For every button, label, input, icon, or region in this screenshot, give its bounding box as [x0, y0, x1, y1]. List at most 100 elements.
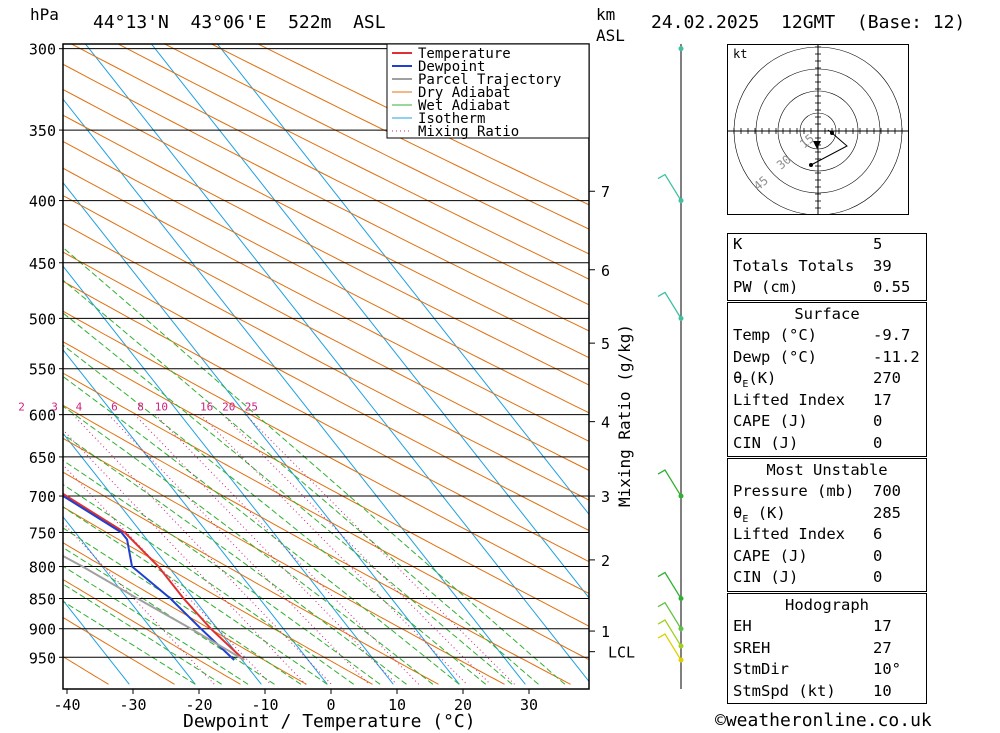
- pressure-tick-label: 800: [29, 559, 56, 577]
- mixing-ratio-line: [108, 414, 370, 685]
- dry-adiabat-line: [63, 542, 307, 685]
- wind-barb: [657, 291, 682, 319]
- dry-adiabat-line: [63, 506, 373, 685]
- mixing-ratio-line: [222, 414, 491, 685]
- dry-adiabat-line: [63, 63, 589, 332]
- wet-adiabat-line: [63, 459, 381, 685]
- hodograph-ring-label-30: 30: [774, 152, 794, 172]
- pressure-tick-label: 400: [29, 193, 56, 211]
- mixing-ratio-label: 4: [76, 401, 83, 414]
- temperature-tick-label: -20: [185, 696, 212, 714]
- km-tick-label: 4: [601, 414, 610, 432]
- surface-temp-value: -9.7: [873, 326, 911, 344]
- wind-barb: [657, 619, 682, 647]
- mu-pressure-value: 700: [873, 482, 901, 500]
- row-eh: EH 17: [728, 616, 926, 638]
- dry-adiabat-line: [63, 167, 589, 442]
- sreh-label: SREH: [733, 638, 771, 657]
- pressure-tick-label: 850: [29, 591, 56, 609]
- wind-barb-profile: [657, 44, 684, 689]
- isotherm-line: [63, 348, 328, 685]
- temperature-tick-label: 10: [388, 696, 406, 714]
- stmspd-label: StmSpd (kt): [733, 681, 836, 700]
- legend-wet-adiabat: Wet Adiabat: [418, 98, 511, 114]
- copyright-link[interactable]: ©weatheronline.co.uk: [715, 710, 932, 731]
- pressure-tick-label: 500: [29, 310, 56, 328]
- wind-barb: [657, 571, 682, 599]
- mixing-ratio-axis-title: Mixing Ratio (g/kg): [615, 324, 634, 507]
- mixing-ratio-line: [154, 414, 420, 685]
- pressure-tick-label: 600: [29, 407, 56, 425]
- eh-label: EH: [733, 617, 752, 635]
- mixing-ratio-label: 10: [155, 401, 168, 414]
- mu-pressure-label: Pressure (mb): [733, 482, 855, 500]
- dry-adiabat-line: [63, 471, 439, 685]
- row-stmdir: StmDir 10°: [728, 659, 926, 681]
- mu-cape-label: CAPE (J): [733, 546, 808, 565]
- dry-adiabat-line: [63, 341, 589, 627]
- dry-adiabat-line: [63, 194, 589, 471]
- km-tick-label: LCL: [608, 644, 635, 662]
- wind-barb: [657, 633, 682, 661]
- hodograph-chart: kt 15 30 45: [728, 45, 908, 216]
- row-surface-temp: Temp (°C) -9.7: [728, 325, 926, 347]
- pressure-tick-label: 550: [29, 361, 56, 379]
- dry-adiabat-line: [163, 44, 589, 255]
- legend: Temperature Dewpoint Parcel Trajectory D…: [386, 43, 590, 140]
- storm-motion-marker: [813, 141, 821, 149]
- dry-adiabat-line: [63, 251, 589, 532]
- asl-unit-label: ASL: [596, 26, 625, 45]
- hodograph-surface-point: [809, 163, 813, 167]
- wet-adiabat-line: [63, 405, 434, 685]
- wet-adiabat-line: [63, 312, 513, 685]
- totals-totals-value: 39: [873, 256, 892, 275]
- axis-labels: 3003504004505005506006507007508008509009…: [29, 41, 538, 714]
- row-surface-theta-e: θE(K) 270: [728, 368, 926, 390]
- sreh-value: 27: [873, 638, 892, 657]
- sounding-datetime: 24.02.2025 12GMT (Base: 12): [651, 12, 966, 33]
- k-index-label: K: [733, 235, 743, 253]
- wind-barb: [657, 469, 682, 497]
- mixing-ratio-label: 8: [137, 401, 144, 414]
- wet-adiabat-line: [63, 547, 275, 685]
- surface-cin-label: CIN (J): [733, 433, 799, 452]
- mu-cin-label: CIN (J): [733, 568, 799, 587]
- pressure-tick-label: 750: [29, 524, 56, 542]
- pressure-tick-label: 700: [29, 488, 56, 506]
- hodograph-table-title: Hodograph: [785, 596, 869, 614]
- pressure-tick-label: 450: [29, 255, 56, 273]
- profile-parcel-trajectory: [63, 554, 245, 661]
- wet-adiabat-line: [63, 565, 249, 685]
- row-mu-pressure: Pressure (mb) 700: [728, 481, 926, 503]
- wet-adiabat-line: [63, 433, 407, 685]
- dry-adiabat-line: [63, 437, 505, 685]
- surface-theta-e-label: θE(K): [733, 369, 777, 391]
- row-mu-theta-e: θE (K) 285: [728, 503, 926, 525]
- row-surface-lifted: Lifted Index 17: [728, 390, 926, 412]
- pressure-tick-label: 950: [29, 649, 56, 667]
- pressure-tick-label: 350: [29, 122, 56, 140]
- isotherm-line: [63, 265, 394, 685]
- dry-adiabat-line: [63, 88, 589, 359]
- wet-adiabat-line: [63, 483, 354, 685]
- mixing-ratio-label: 6: [111, 401, 118, 414]
- eh-value: 17: [873, 617, 892, 635]
- mixing-ratio-label: 25: [245, 401, 258, 414]
- wet-adiabat-line: [63, 506, 328, 685]
- row-surface-cape: CAPE (J) 0: [728, 411, 926, 433]
- km-tick-label: 6: [601, 262, 610, 280]
- isotherm-line: [63, 683, 64, 685]
- mixing-ratio-label: 3: [51, 401, 58, 414]
- isotherm-line: [63, 432, 262, 685]
- dry-adiabat-line: [210, 44, 589, 230]
- dry-adiabat-line: [63, 222, 589, 501]
- temperature-tick-label: 0: [326, 696, 335, 714]
- stmspd-value: 10: [873, 681, 892, 700]
- surface-cape-value: 0: [873, 412, 883, 431]
- row-mu-cin: CIN (J) 0: [728, 567, 926, 589]
- stmdir-value: 10°: [873, 660, 901, 679]
- wet-adiabat-line: [63, 600, 196, 685]
- surface-dewp-value: -11.2: [873, 347, 920, 366]
- km-tick-label: 7: [601, 183, 610, 201]
- pressure-tick-label: 300: [29, 41, 56, 59]
